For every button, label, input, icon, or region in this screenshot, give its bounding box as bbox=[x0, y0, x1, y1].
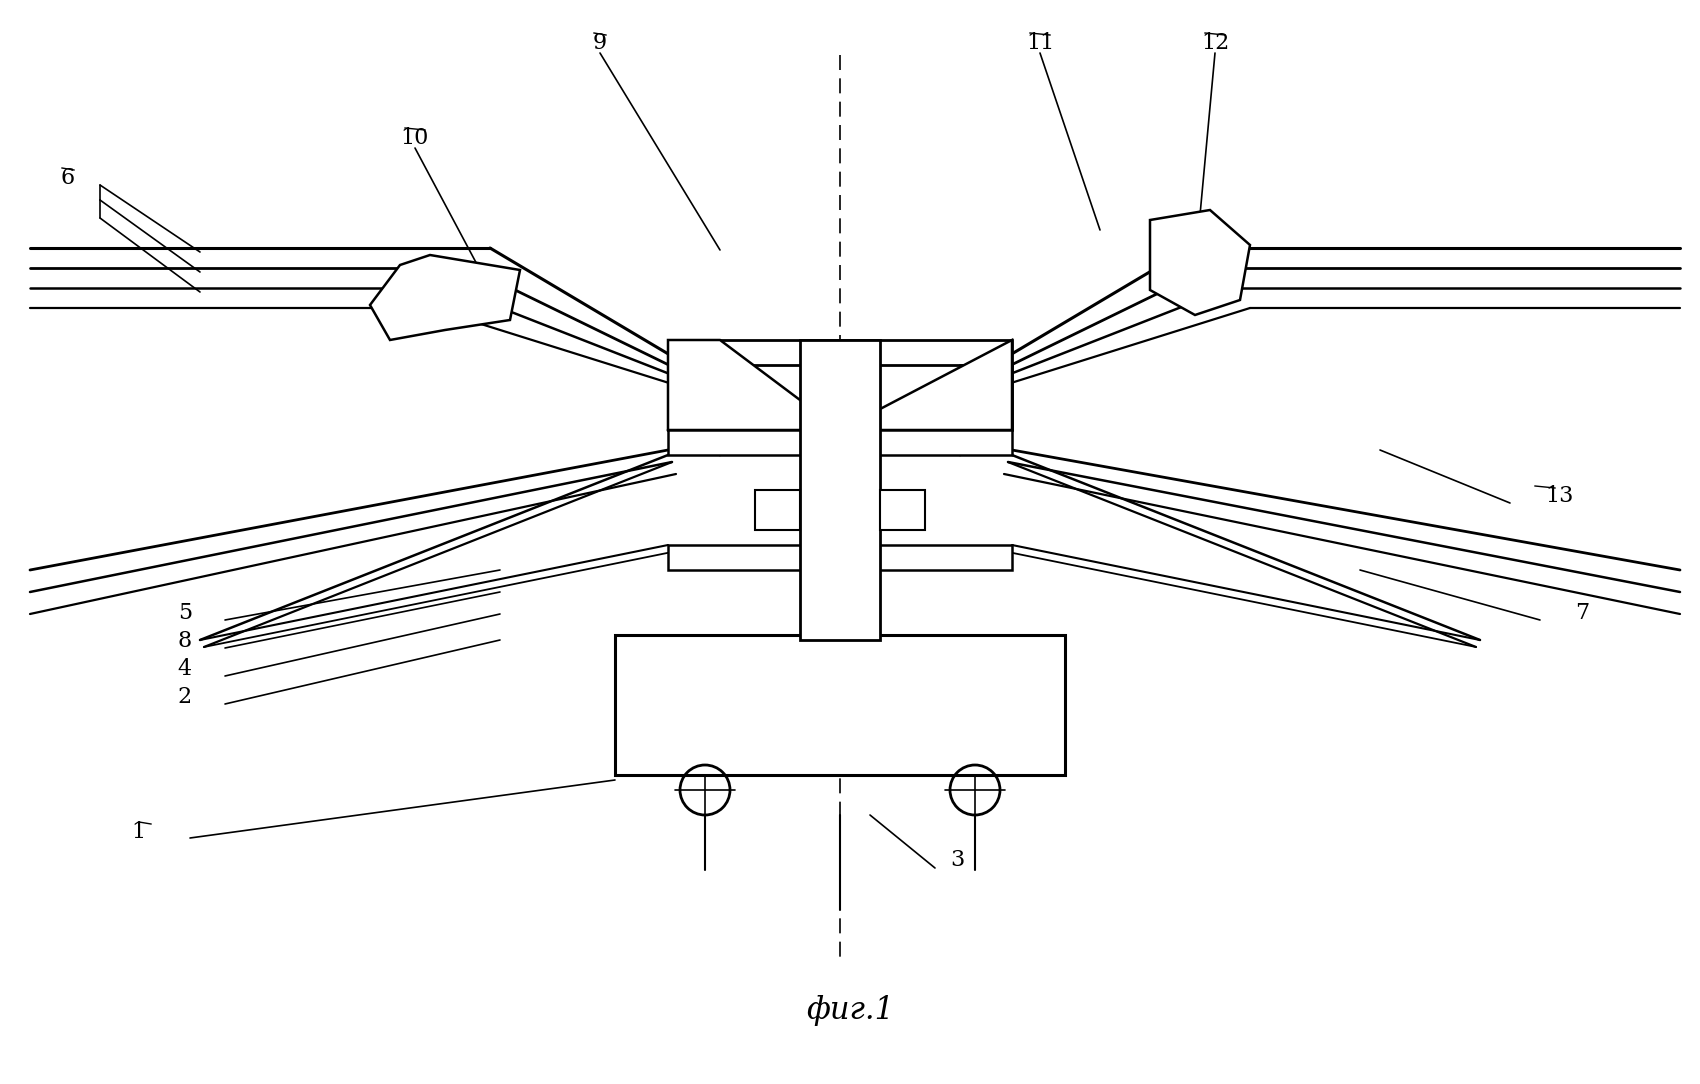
Text: 2: 2 bbox=[178, 686, 192, 708]
Polygon shape bbox=[801, 340, 881, 640]
Polygon shape bbox=[371, 255, 520, 340]
Text: фиг.1: фиг.1 bbox=[806, 994, 894, 1025]
Polygon shape bbox=[668, 340, 1012, 365]
Text: 5: 5 bbox=[178, 602, 192, 624]
Text: 8: 8 bbox=[178, 630, 192, 651]
Polygon shape bbox=[668, 545, 1012, 570]
Text: 1: 1 bbox=[131, 821, 145, 843]
Text: 9: 9 bbox=[593, 33, 607, 54]
Text: 7: 7 bbox=[1574, 602, 1590, 624]
Text: 3: 3 bbox=[950, 849, 964, 872]
Polygon shape bbox=[840, 340, 1011, 430]
Text: 11: 11 bbox=[1025, 33, 1054, 54]
Polygon shape bbox=[1149, 210, 1250, 315]
Text: 10: 10 bbox=[401, 127, 428, 149]
Text: 13: 13 bbox=[1545, 485, 1574, 507]
Polygon shape bbox=[755, 490, 801, 530]
Text: 12: 12 bbox=[1200, 33, 1229, 54]
Polygon shape bbox=[668, 340, 840, 430]
Polygon shape bbox=[615, 635, 1064, 775]
Text: 6: 6 bbox=[61, 167, 75, 189]
Polygon shape bbox=[668, 430, 1012, 455]
Text: 4: 4 bbox=[178, 658, 192, 680]
Polygon shape bbox=[960, 365, 1011, 430]
Polygon shape bbox=[881, 490, 925, 530]
Polygon shape bbox=[668, 365, 721, 430]
